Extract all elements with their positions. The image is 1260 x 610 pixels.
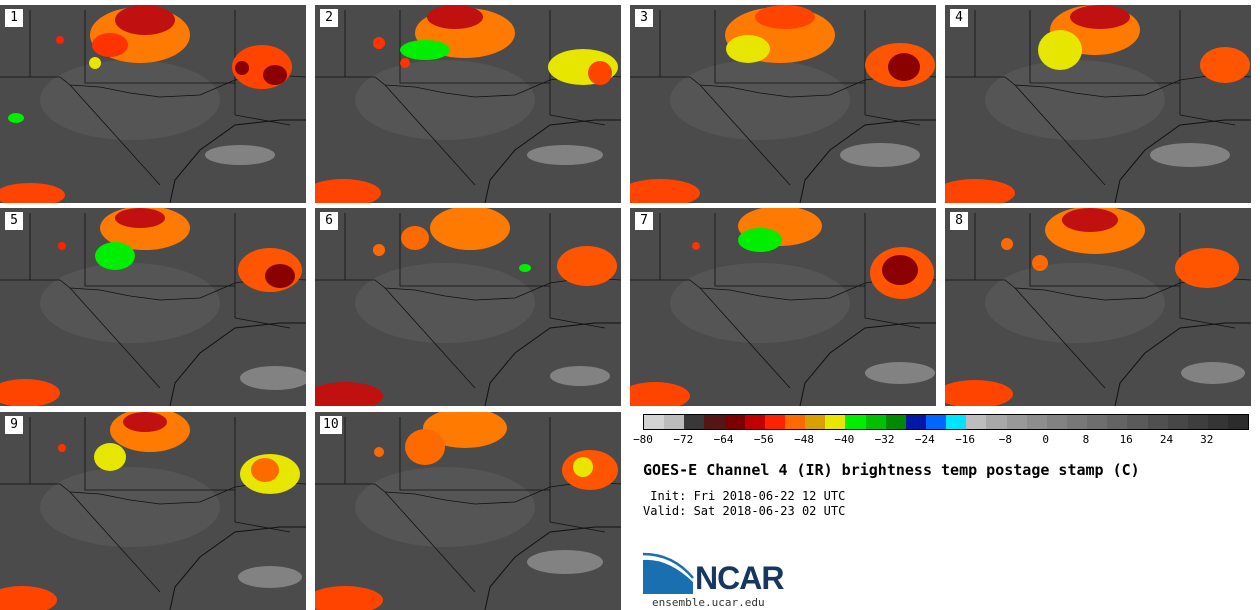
colorbar-swatch [724, 415, 745, 429]
panel-number: 3 [635, 9, 653, 27]
colorbar-swatch [1127, 415, 1148, 429]
figure-title: GOES-E Channel 4 (IR) brightness temp po… [643, 461, 1140, 479]
ir-map-5 [0, 208, 306, 406]
colorbar-swatch [946, 415, 967, 429]
stamp-panel-4: 4 [945, 5, 1251, 203]
colorbar-swatch [1046, 415, 1067, 429]
colorbar-tick-label: −40 [834, 433, 855, 446]
colorbar-swatch [986, 415, 1007, 429]
colorbar-tick-label: 16 [1119, 433, 1133, 446]
valid-time: Valid: Sat 2018-06-23 02 UTC [643, 504, 846, 518]
colorbar-tick-label: −16 [955, 433, 976, 446]
logo-name: NCAR [695, 560, 784, 596]
colorbar-swatch [664, 415, 685, 429]
colorbar-swatch [1207, 415, 1229, 429]
colorbar-tick-label: −48 [794, 433, 814, 446]
colorbar-swatch [644, 415, 665, 429]
colorbar-swatch [1187, 415, 1208, 429]
stamp-panel-8: 8 [945, 208, 1251, 406]
stamp-panel-5: 5 [0, 208, 306, 406]
colorbar-tick-label: −56 [753, 433, 774, 446]
colorbar-swatch [825, 415, 846, 429]
colorbar-swatch [966, 415, 987, 429]
colorbar-swatch [764, 415, 785, 429]
colorbar-swatch [1228, 415, 1249, 429]
ir-map-7 [630, 208, 936, 406]
colorbar-tick-label: −32 [874, 433, 895, 446]
colorbar-swatch [784, 415, 806, 429]
colorbar-swatch [704, 415, 725, 429]
colorbar-tick-label: −8 [998, 433, 1013, 446]
colorbar-swatch [1167, 415, 1188, 429]
logo-url[interactable]: ensemble.ucar.edu [652, 596, 765, 609]
colorbar-ticks: −80 −72 −64 −56 −48 −40 −32 −24 −16 −8 0 8 16 24 32 [633, 433, 1249, 447]
colorbar-swatch [1026, 415, 1047, 429]
colorbar-swatch [684, 415, 705, 429]
ir-map-2 [315, 5, 621, 203]
colorbar-tick-label: 0 [1042, 433, 1049, 446]
colorbar-swatch [1147, 415, 1168, 429]
panel-number: 10 [320, 416, 342, 434]
stamp-panel-6: 6 [315, 208, 621, 406]
colorbar-tick-label: −64 [713, 433, 734, 446]
ir-map-8 [945, 208, 1251, 406]
colorbar-tick-label: 8 [1082, 433, 1090, 446]
colorbar-swatch [865, 415, 886, 429]
colorbar-swatch [925, 415, 947, 429]
ir-map-10 [315, 412, 621, 610]
stamp-panel-1: 1 [0, 5, 306, 203]
colorbar-swatch [905, 415, 926, 429]
panel-number: 8 [950, 212, 968, 230]
panel-number: 5 [5, 212, 23, 230]
init-time: Init: Fri 2018-06-22 12 UTC [643, 489, 846, 503]
colorbar-swatch [885, 415, 906, 429]
ncar-logo-icon [643, 552, 694, 594]
panel-number: 4 [950, 9, 968, 27]
stamp-panel-10: 10 [315, 412, 621, 610]
stamp-panel-2: 2 [315, 5, 621, 203]
colorbar-tick-label: −72 [673, 433, 694, 446]
panel-number: 7 [635, 212, 653, 230]
ir-map-3 [630, 5, 936, 203]
colorbar-tick-label: −24 [914, 433, 935, 446]
colorbar-swatch [805, 415, 826, 429]
ir-map-6 [315, 208, 621, 406]
colorbar-swatch [1087, 415, 1108, 429]
colorbar-swatch [1066, 415, 1088, 429]
stamp-panel-9: 9 [0, 412, 306, 610]
ir-map-4 [945, 5, 1251, 203]
colorbar [643, 414, 1249, 430]
stamp-panel-3: 3 [630, 5, 936, 203]
colorbar-swatch [744, 415, 765, 429]
ir-map-9 [0, 412, 306, 610]
panel-number: 2 [320, 9, 338, 27]
colorbar-swatch [845, 415, 866, 429]
colorbar-tick-label: 32 [1200, 433, 1214, 446]
panel-number: 9 [5, 416, 23, 434]
panel-number: 6 [320, 212, 338, 230]
panel-number: 1 [5, 9, 23, 27]
stamp-panel-7: 7 [630, 208, 936, 406]
colorbar-swatch [1107, 415, 1128, 429]
colorbar-tick-label: −80 [633, 433, 653, 446]
colorbar-tick-label: 24 [1159, 433, 1174, 446]
colorbar-swatch [1006, 415, 1027, 429]
ir-map-1 [0, 5, 306, 203]
